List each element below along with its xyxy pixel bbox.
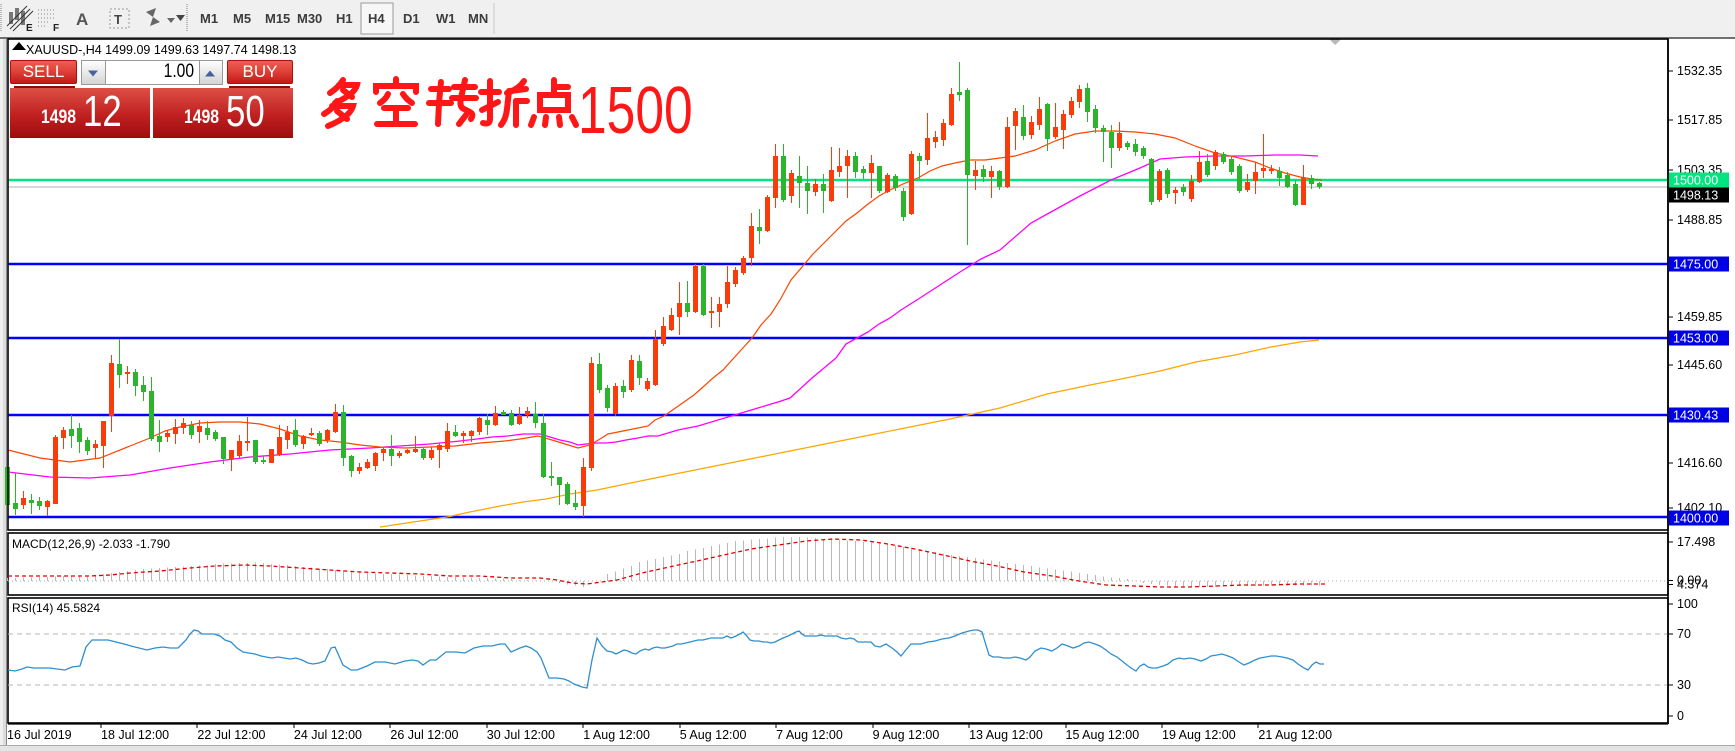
svg-text:1500: 1500 bbox=[578, 72, 693, 147]
svg-text:W1: W1 bbox=[436, 11, 456, 26]
svg-text:1488.85: 1488.85 bbox=[1677, 213, 1722, 227]
svg-text:22 Jul 12:00: 22 Jul 12:00 bbox=[197, 728, 265, 742]
svg-text:M15: M15 bbox=[265, 11, 290, 26]
svg-text:0.00: 0.00 bbox=[1677, 574, 1701, 588]
svg-text:5 Aug 12:00: 5 Aug 12:00 bbox=[680, 728, 747, 742]
svg-text:26 Jul 12:00: 26 Jul 12:00 bbox=[390, 728, 458, 742]
svg-text:4.374: 4.374 bbox=[1677, 578, 1708, 592]
svg-text:30 Jul 12:00: 30 Jul 12:00 bbox=[487, 728, 555, 742]
svg-text:0: 0 bbox=[1677, 709, 1684, 723]
svg-text:M5: M5 bbox=[233, 11, 251, 26]
svg-text:13 Aug 12:00: 13 Aug 12:00 bbox=[969, 728, 1043, 742]
svg-text:1430.43: 1430.43 bbox=[1673, 409, 1718, 423]
svg-text:1400.00: 1400.00 bbox=[1673, 512, 1718, 526]
svg-text:17.498: 17.498 bbox=[1677, 535, 1715, 549]
svg-text:M30: M30 bbox=[297, 11, 322, 26]
svg-text:1416.60: 1416.60 bbox=[1677, 456, 1722, 470]
svg-text:19 Aug 12:00: 19 Aug 12:00 bbox=[1162, 728, 1236, 742]
svg-text:D1: D1 bbox=[403, 11, 420, 26]
svg-text:XAUUSD-,H4 1499.09 1499.63 14: XAUUSD-,H4 1499.09 1499.63 1497.74 1498.… bbox=[26, 43, 296, 57]
svg-text:1517.85: 1517.85 bbox=[1677, 113, 1722, 127]
svg-text:M1: M1 bbox=[200, 11, 218, 26]
svg-text:1532.35: 1532.35 bbox=[1677, 64, 1722, 78]
svg-text:1445.60: 1445.60 bbox=[1677, 358, 1722, 372]
svg-text:1459.85: 1459.85 bbox=[1677, 310, 1722, 324]
svg-text:21 Aug 12:00: 21 Aug 12:00 bbox=[1258, 728, 1332, 742]
svg-text:1453.00: 1453.00 bbox=[1673, 332, 1718, 346]
svg-text:70: 70 bbox=[1677, 627, 1691, 641]
svg-text:24 Jul 12:00: 24 Jul 12:00 bbox=[294, 728, 362, 742]
svg-text:18 Jul 12:00: 18 Jul 12:00 bbox=[101, 728, 169, 742]
svg-text:MACD(12,26,9) -2.033 -1.790: MACD(12,26,9) -2.033 -1.790 bbox=[12, 537, 170, 551]
svg-text:H4: H4 bbox=[368, 11, 385, 26]
svg-text:100: 100 bbox=[1677, 597, 1698, 611]
svg-text:9 Aug 12:00: 9 Aug 12:00 bbox=[873, 728, 940, 742]
svg-text:T: T bbox=[114, 12, 122, 27]
svg-text:A: A bbox=[76, 10, 88, 29]
svg-text:1 Aug 12:00: 1 Aug 12:00 bbox=[583, 728, 650, 742]
svg-text:16 Jul 2019: 16 Jul 2019 bbox=[7, 728, 72, 742]
svg-text:30: 30 bbox=[1677, 678, 1691, 692]
svg-text:1500.00: 1500.00 bbox=[1673, 174, 1718, 188]
svg-text:H1: H1 bbox=[336, 11, 353, 26]
svg-text:7 Aug 12:00: 7 Aug 12:00 bbox=[776, 728, 843, 742]
svg-text:E: E bbox=[26, 23, 33, 34]
svg-text:1498.13: 1498.13 bbox=[1673, 189, 1718, 203]
svg-text:MN: MN bbox=[468, 11, 488, 26]
svg-text:F: F bbox=[53, 23, 59, 34]
svg-text:1475.00: 1475.00 bbox=[1673, 258, 1718, 272]
svg-text:RSI(14) 45.5824: RSI(14) 45.5824 bbox=[12, 601, 100, 615]
svg-text:15 Aug 12:00: 15 Aug 12:00 bbox=[1066, 728, 1140, 742]
